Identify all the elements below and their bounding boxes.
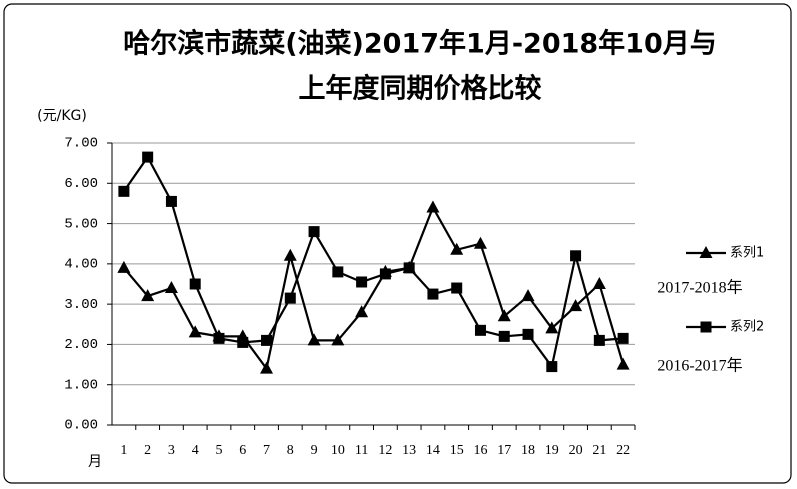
point-marker xyxy=(617,332,629,344)
point-marker xyxy=(699,246,713,258)
x-tick-label: 12 xyxy=(378,443,392,458)
point-marker xyxy=(473,236,487,249)
chart-title: 哈尔滨市蔬菜(油菜)2017年1月-2018年10月与 xyxy=(123,28,717,60)
point-marker xyxy=(569,299,583,312)
x-tick-label: 13 xyxy=(402,443,416,458)
x-tick-label: 19 xyxy=(545,443,559,458)
x-tick-label: 7 xyxy=(263,443,270,458)
point-marker xyxy=(497,309,511,322)
point-marker xyxy=(165,195,177,207)
x-tick-label: 1 xyxy=(120,443,127,458)
x-tick-label: 20 xyxy=(569,443,583,458)
x-tick-label: 5 xyxy=(215,443,222,458)
chart-title: 上年度同期价格比较 xyxy=(299,73,542,105)
x-tick-label: 21 xyxy=(592,443,606,458)
legend-label: 系列2 xyxy=(730,320,764,335)
point-marker xyxy=(283,248,297,261)
x-axis-label: 月 xyxy=(88,454,102,470)
x-tick-label: 15 xyxy=(450,443,464,458)
x-tick-label: 10 xyxy=(331,443,345,458)
point-marker xyxy=(188,325,202,338)
point-marker xyxy=(356,276,368,288)
legend-label: 系列1 xyxy=(730,246,764,261)
point-marker xyxy=(498,330,510,342)
x-tick-label: 8 xyxy=(287,443,294,458)
point-marker xyxy=(117,260,131,273)
point-marker xyxy=(213,332,225,344)
point-marker xyxy=(261,334,273,346)
y-tick-label: 4.00 xyxy=(64,257,98,273)
point-marker xyxy=(331,333,345,346)
series-line xyxy=(122,154,624,370)
point-marker xyxy=(522,328,534,340)
point-marker xyxy=(593,334,605,346)
point-marker xyxy=(403,262,415,274)
point-marker xyxy=(307,333,321,346)
y-tick-label: 6.00 xyxy=(64,176,98,192)
y-tick-label: 5.00 xyxy=(64,216,98,232)
y-tick-label: 2.00 xyxy=(64,337,98,353)
x-tick-label: 6 xyxy=(239,443,246,458)
point-marker xyxy=(355,305,369,318)
x-tick-label: 2 xyxy=(144,443,151,458)
x-tick-label: 16 xyxy=(473,443,487,458)
x-tick-label: 9 xyxy=(311,443,318,458)
x-tick-label: 18 xyxy=(521,443,535,458)
x-tick-label: 4 xyxy=(192,443,199,458)
series-line xyxy=(123,204,625,372)
point-marker xyxy=(142,151,154,163)
point-marker xyxy=(118,185,130,197)
point-marker xyxy=(451,282,463,294)
point-marker xyxy=(450,242,464,255)
point-marker xyxy=(700,321,712,333)
point-marker xyxy=(616,357,630,370)
y-tick-label: 3.00 xyxy=(64,297,98,313)
point-marker xyxy=(570,250,582,262)
chart-border xyxy=(3,3,792,484)
point-marker xyxy=(141,289,155,302)
y-tick-label: 7.00 xyxy=(64,136,98,152)
x-tick-label: 17 xyxy=(497,443,511,458)
x-tick-label: 3 xyxy=(168,443,175,458)
point-marker xyxy=(521,289,535,302)
y-tick-label: 1.00 xyxy=(64,377,98,393)
series-annotation: 2017-2018年 xyxy=(657,279,742,297)
point-marker xyxy=(592,277,606,289)
point-marker xyxy=(332,266,344,278)
x-tick-label: 22 xyxy=(616,443,630,458)
point-marker xyxy=(260,361,274,374)
point-marker xyxy=(426,200,440,213)
x-tick-label: 14 xyxy=(426,443,440,458)
point-marker xyxy=(164,281,178,294)
point-marker xyxy=(189,278,201,290)
y-axis-label: (元/KG) xyxy=(37,108,87,124)
series-annotation: 2016-2017年 xyxy=(657,357,742,375)
y-tick-label: 0.00 xyxy=(64,418,98,434)
point-marker xyxy=(545,321,559,334)
point-marker xyxy=(427,288,439,300)
point-marker xyxy=(284,292,296,304)
point-marker xyxy=(546,361,558,373)
point-marker xyxy=(474,324,486,336)
point-marker xyxy=(237,336,249,348)
x-tick-label: 11 xyxy=(355,443,368,458)
point-marker xyxy=(379,268,391,280)
point-marker xyxy=(308,226,320,238)
